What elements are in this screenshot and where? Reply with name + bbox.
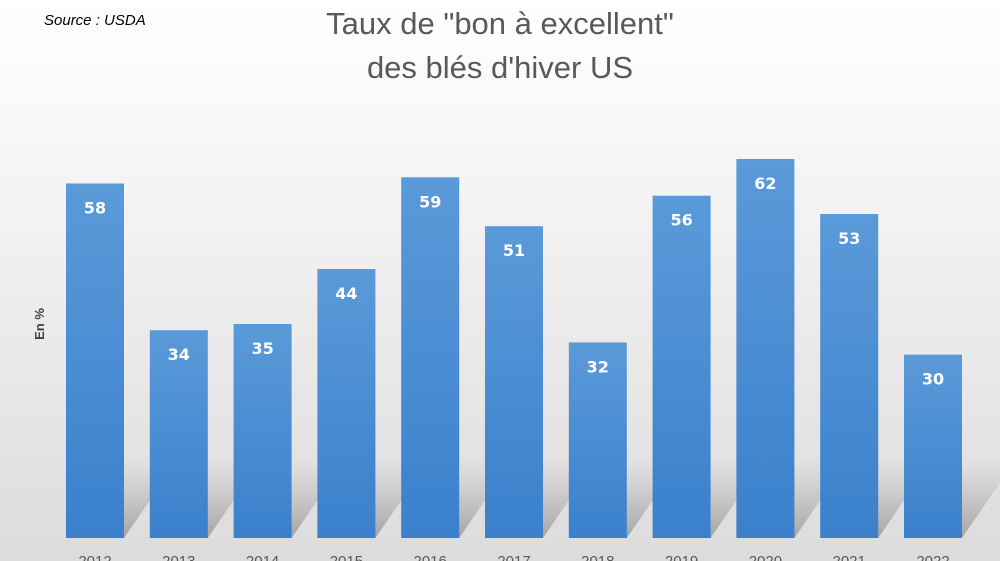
data-label-2018: 32 xyxy=(587,357,609,376)
x-tick-2021: 2021 xyxy=(833,553,866,561)
x-tick-2012: 2012 xyxy=(78,553,111,561)
y-axis-label: En % xyxy=(32,308,47,340)
data-label-2016: 59 xyxy=(419,192,441,211)
data-label-2012: 58 xyxy=(84,199,106,218)
x-tick-2022: 2022 xyxy=(916,553,949,561)
bars xyxy=(66,159,962,539)
bar-2021 xyxy=(820,214,879,538)
x-tick-2013: 2013 xyxy=(162,553,195,561)
data-label-2020: 62 xyxy=(754,174,776,193)
bar-2012 xyxy=(66,183,124,538)
x-tick-2020: 2020 xyxy=(749,553,782,561)
data-label-2014: 35 xyxy=(251,339,273,358)
bar-2022 xyxy=(904,354,962,538)
x-tick-2017: 2017 xyxy=(497,553,530,561)
bar-2020 xyxy=(736,159,795,538)
source-note: Source : USDA xyxy=(44,12,146,29)
bar-2017 xyxy=(485,226,543,538)
bar-2013 xyxy=(149,330,208,538)
data-label-2019: 56 xyxy=(670,211,692,230)
x-tick-2014: 2014 xyxy=(246,553,279,561)
data-label-2017: 51 xyxy=(503,241,525,260)
data-labels: 58 34 35 44 59 51 32 56 62 53 30 xyxy=(84,174,944,389)
bar-2015 xyxy=(317,269,376,538)
bar-2014 xyxy=(233,324,292,538)
data-label-2021: 53 xyxy=(838,229,860,248)
data-label-2015: 44 xyxy=(335,284,357,303)
x-tick-2015: 2015 xyxy=(330,553,363,561)
chart-title-line-2: des blés d'hiver US xyxy=(366,50,634,85)
x-tick-2019: 2019 xyxy=(665,553,698,561)
bar-2019 xyxy=(652,195,711,538)
x-tick-2016: 2016 xyxy=(414,553,447,561)
x-tick-2018: 2018 xyxy=(581,553,614,561)
data-label-2022: 30 xyxy=(922,370,944,389)
bar-2018 xyxy=(568,342,627,538)
bar-2016 xyxy=(401,177,460,539)
chart-title-line-1: Taux de "bon à excellent" xyxy=(326,6,674,41)
data-label-2013: 34 xyxy=(168,345,190,364)
chart-title: Taux de "bon à excellent" des blés d'hiv… xyxy=(0,2,1000,90)
x-axis-ticks: 2012 2013 2014 2015 2016 2017 2018 2019 2020 2021… xyxy=(78,553,949,561)
